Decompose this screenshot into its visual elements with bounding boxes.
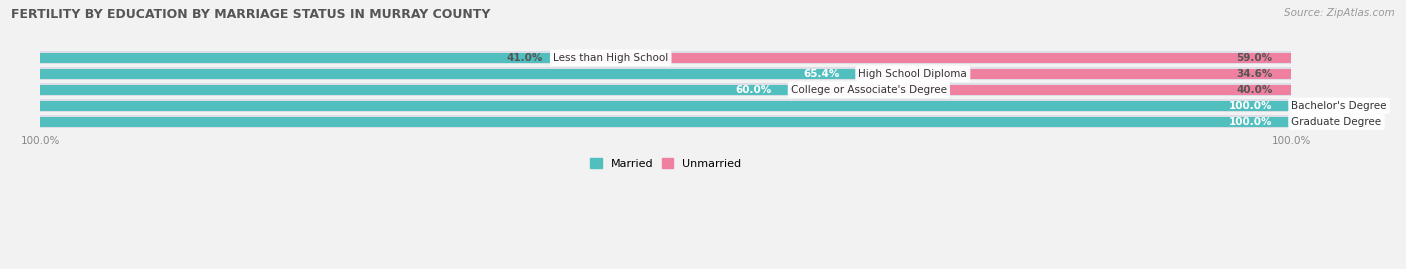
Text: FERTILITY BY EDUCATION BY MARRIAGE STATUS IN MURRAY COUNTY: FERTILITY BY EDUCATION BY MARRIAGE STATU…	[11, 8, 491, 21]
Text: 0.0%: 0.0%	[1302, 101, 1330, 111]
Bar	[39, 117, 1292, 127]
Text: High School Diploma: High School Diploma	[859, 69, 967, 79]
Text: 100.0%: 100.0%	[1229, 117, 1272, 127]
Text: 41.0%: 41.0%	[506, 53, 543, 63]
Bar	[39, 85, 790, 95]
Bar	[553, 53, 1292, 63]
Text: 40.0%: 40.0%	[1236, 85, 1272, 95]
Legend: Married, Unmarried: Married, Unmarried	[586, 154, 745, 173]
Bar	[39, 51, 1292, 64]
Bar	[859, 69, 1292, 79]
Text: Graduate Degree: Graduate Degree	[1292, 117, 1382, 127]
Text: 0.0%: 0.0%	[1302, 117, 1330, 127]
Text: Less than High School: Less than High School	[553, 53, 668, 63]
Bar	[39, 53, 553, 63]
Bar	[39, 99, 1292, 112]
Text: 34.6%: 34.6%	[1236, 69, 1272, 79]
Bar	[39, 67, 1292, 80]
Text: Bachelor's Degree: Bachelor's Degree	[1292, 101, 1386, 111]
Text: 59.0%: 59.0%	[1236, 53, 1272, 63]
Text: 60.0%: 60.0%	[735, 85, 772, 95]
Bar	[790, 85, 1292, 95]
Bar	[39, 83, 1292, 96]
Bar	[39, 115, 1292, 129]
Text: Source: ZipAtlas.com: Source: ZipAtlas.com	[1284, 8, 1395, 18]
Bar	[39, 69, 859, 79]
Text: 65.4%: 65.4%	[803, 69, 839, 79]
Bar	[39, 101, 1292, 111]
Text: College or Associate's Degree: College or Associate's Degree	[790, 85, 946, 95]
Text: 100.0%: 100.0%	[1229, 101, 1272, 111]
